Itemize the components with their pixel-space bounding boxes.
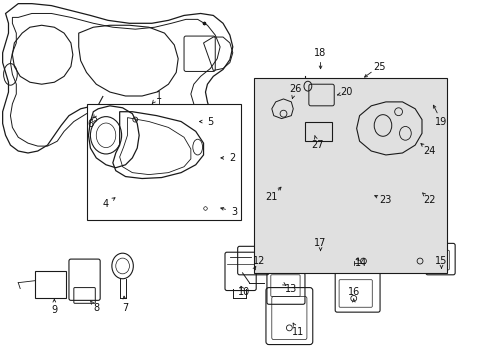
Bar [86,104,240,220]
Text: 1: 1 [155,91,162,101]
Text: 24: 24 [423,146,435,156]
Text: 3: 3 [231,207,237,217]
Bar [35,271,66,298]
Text: 2: 2 [229,153,235,163]
Text: 26: 26 [288,84,301,94]
Text: 10: 10 [238,288,250,297]
Text: 25: 25 [372,62,385,72]
Text: 19: 19 [434,117,447,127]
Text: 9: 9 [51,305,57,315]
Text: 5: 5 [207,117,213,127]
Text: 22: 22 [423,195,435,205]
Text: 27: 27 [311,140,323,150]
Text: 13: 13 [285,284,297,293]
Text: 16: 16 [347,288,359,297]
Text: 17: 17 [314,238,326,248]
Text: 15: 15 [434,256,447,266]
Text: 4: 4 [103,199,109,209]
Bar [86,104,240,220]
Text: 21: 21 [265,192,277,202]
Text: 20: 20 [340,87,352,97]
Text: 23: 23 [379,195,391,205]
Text: 14: 14 [355,258,367,268]
Text: 11: 11 [291,327,304,337]
Text: 12: 12 [252,256,265,266]
Text: 18: 18 [314,48,326,58]
Text: 8: 8 [93,303,99,313]
Bar [254,78,447,273]
Text: 7: 7 [122,303,128,313]
Bar [305,122,331,141]
Text: 6: 6 [87,118,93,129]
